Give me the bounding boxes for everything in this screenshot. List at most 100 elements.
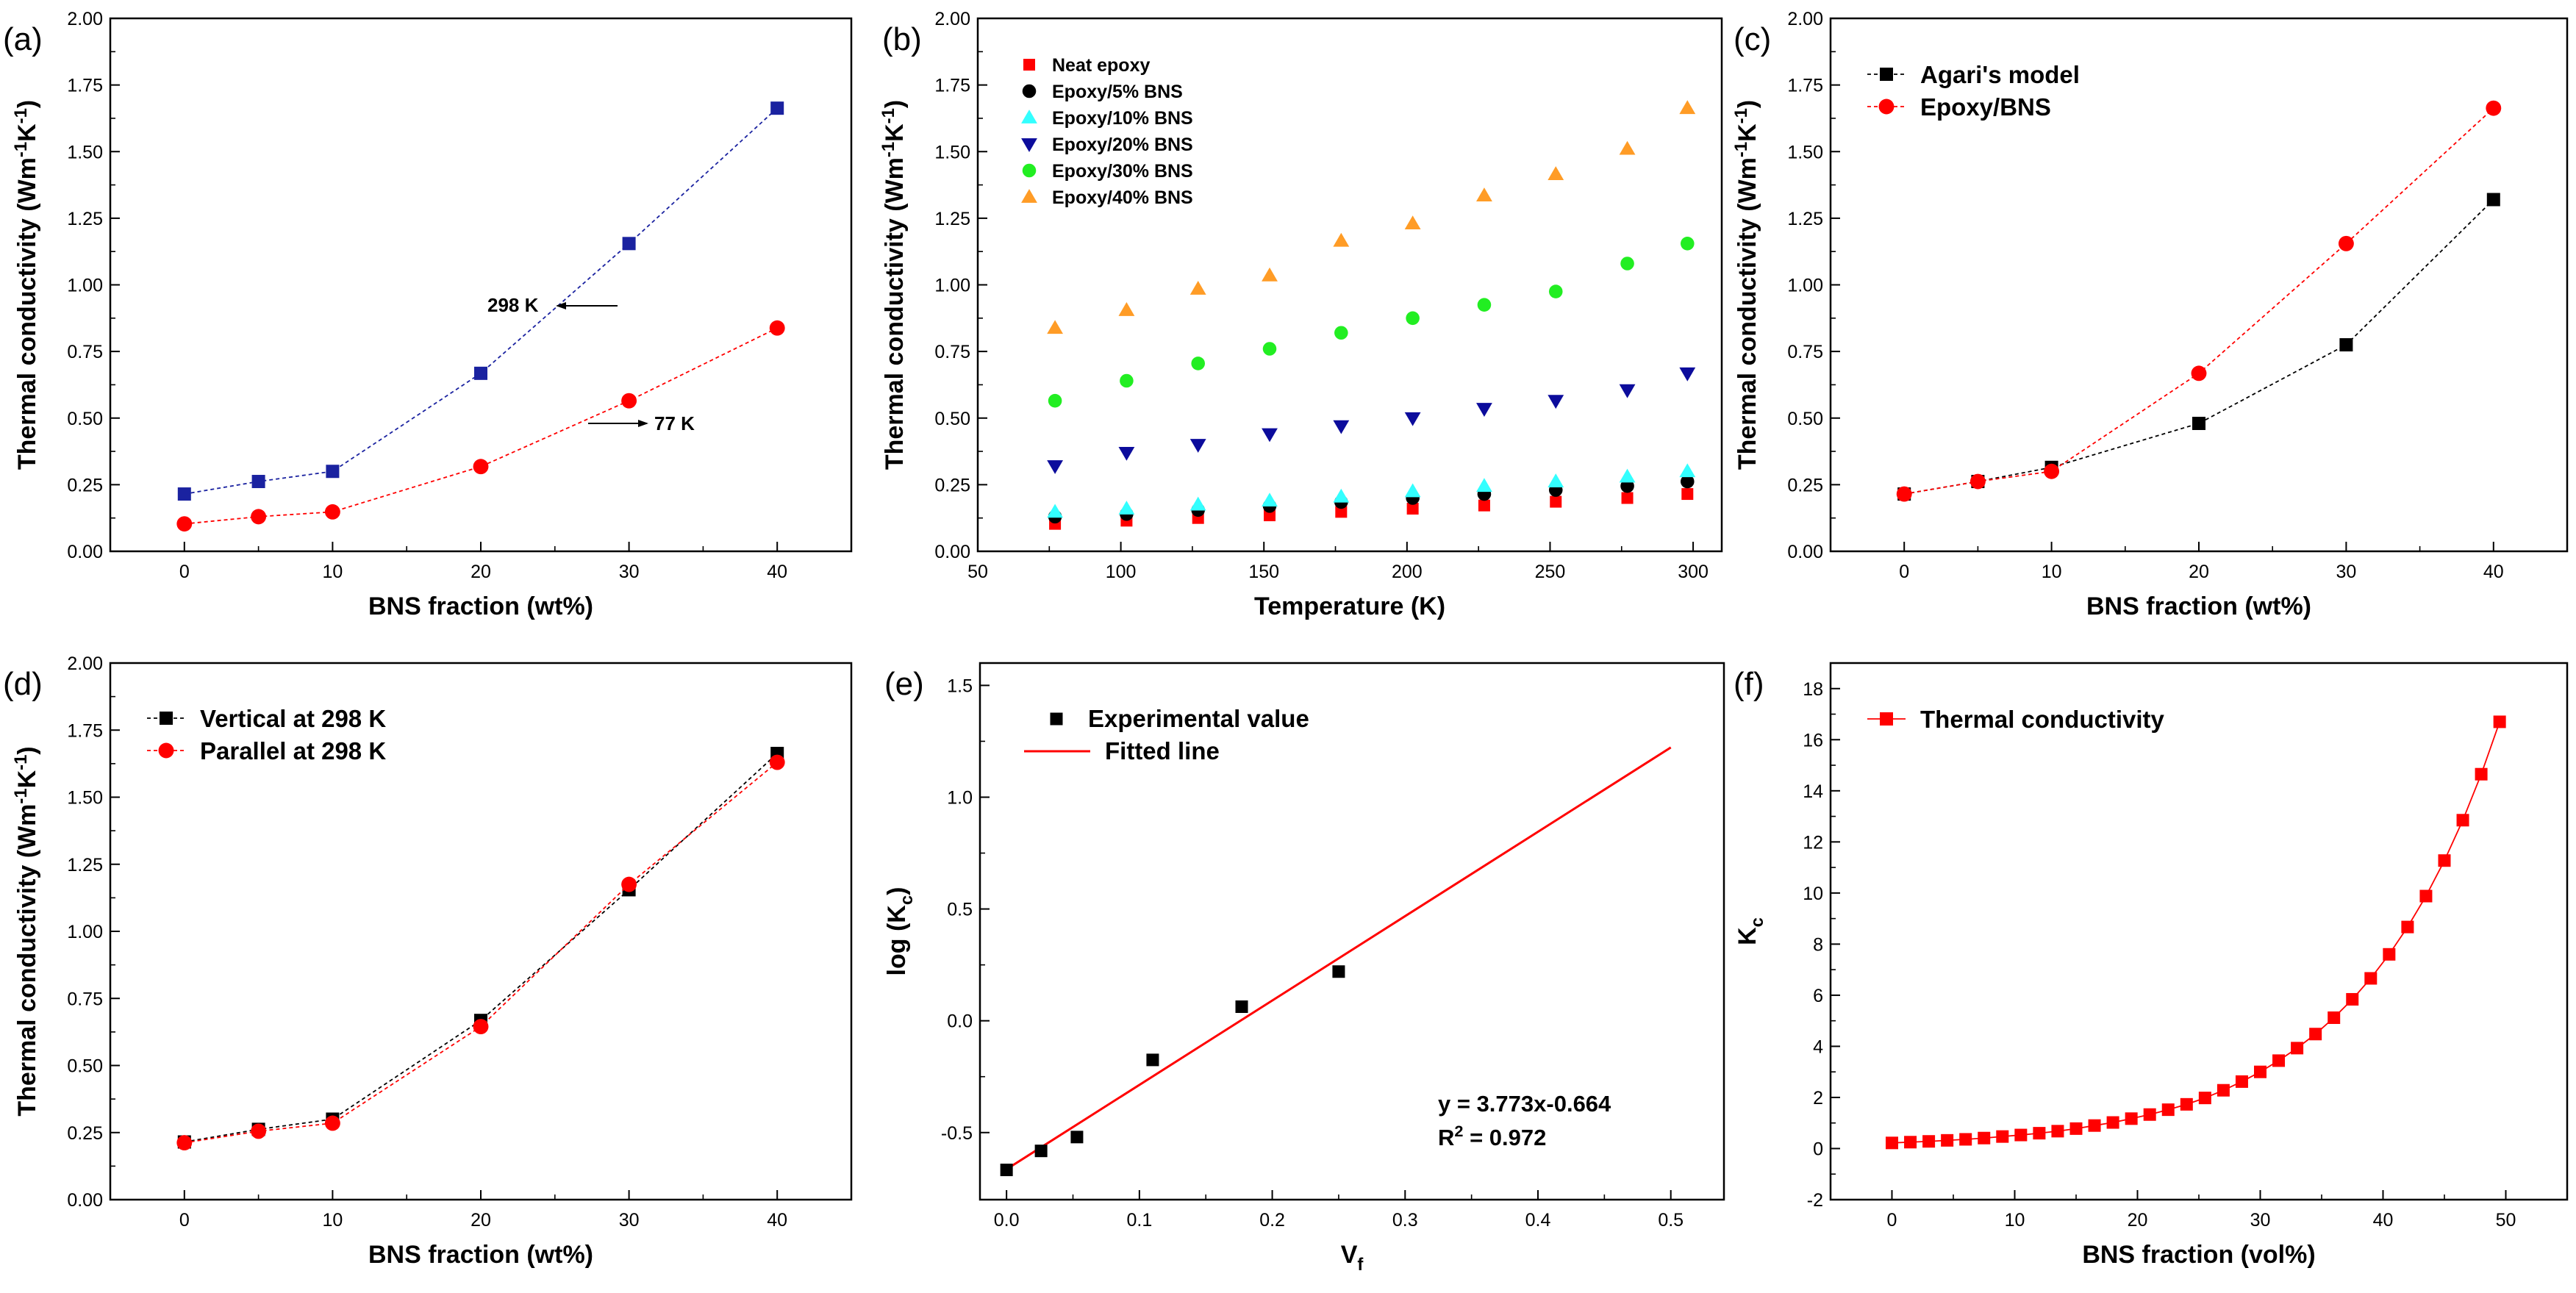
panel-label: (d) (3, 666, 43, 702)
data-point (2438, 854, 2451, 867)
panel-a: (a) 0.00 0.25 0.50 0.75 1.00 1.25 1.50 1.75 2.00 0… (3, 9, 853, 620)
series-line (1904, 107, 2494, 495)
y-tick-label: 0.50 (67, 409, 103, 429)
data-point (2338, 235, 2354, 251)
x-tick-label: 0.0 (994, 1210, 1020, 1231)
data-point (1118, 501, 1135, 515)
y-tick-label: 1.00 (1787, 276, 1823, 296)
x-tick-label: 0 (179, 562, 190, 582)
data-point (1118, 446, 1135, 461)
legend-marker (160, 712, 173, 725)
data-point (2401, 920, 2414, 934)
data-point (2328, 1011, 2341, 1024)
data-point (177, 487, 191, 501)
panel-b: (b) 0.00 0.25 0.50 0.75 1.00 1.25 1.50 1.75 2.00 5… (879, 9, 1723, 620)
legend-marker (1021, 189, 1037, 203)
series-line (1904, 198, 2494, 495)
data-point (1262, 428, 1278, 443)
data-point (1996, 1130, 2009, 1143)
y-tick-label: 14 (1803, 781, 1823, 802)
y-tick-label: 0.75 (1787, 342, 1823, 362)
x-tick-label: 0.5 (1658, 1210, 1684, 1231)
legend-label: Neat epoxy (1052, 55, 1150, 76)
data-point (1189, 281, 1206, 295)
legend-label: Epoxy/40% BNS (1052, 187, 1193, 208)
y-axis-label: Thermal conductivity (Wm-1K-1) (11, 100, 41, 470)
data-point (2486, 100, 2502, 116)
y-tick-label: 1.75 (1787, 76, 1823, 96)
data-point (2180, 1097, 2193, 1111)
data-point (1548, 395, 1564, 409)
data-point (1404, 412, 1421, 426)
data-point (2254, 1065, 2266, 1078)
legend-marker (1880, 712, 1893, 726)
series-epoxy-30-bns: Epoxy/30% BNS (1022, 161, 1695, 408)
data-point (769, 754, 785, 770)
annotation-77k: 77 K (654, 412, 695, 434)
data-point (1941, 1133, 1954, 1147)
data-point (1332, 965, 1345, 978)
data-point (1959, 1133, 1972, 1146)
data-point (1681, 237, 1695, 251)
y-tick-label: 18 (1803, 679, 1823, 700)
data-point (1476, 403, 1492, 417)
y-tick-label: 1.25 (67, 855, 103, 875)
legend-label: Agari's model (1920, 61, 2080, 88)
data-point (2383, 948, 2396, 961)
data-point (770, 101, 784, 115)
legend-marker (1050, 712, 1063, 726)
y-tick-label: 0.75 (934, 342, 970, 362)
data-point (1334, 326, 1348, 340)
x-tick-label: 30 (2250, 1210, 2271, 1231)
data-point (1404, 483, 1421, 498)
y-tick-label: 10 (1803, 884, 1823, 904)
legend-marker (1021, 138, 1037, 152)
data-point (251, 1123, 267, 1139)
data-point (1619, 140, 1636, 155)
x-tick-label: 200 (1392, 562, 1423, 582)
data-point (1679, 463, 1696, 478)
data-point (1548, 284, 1563, 298)
data-point (2272, 1054, 2286, 1067)
x-tick-label: 40 (2373, 1210, 2394, 1231)
y-tick-label: 0.00 (1787, 542, 1823, 562)
legend-marker (158, 742, 174, 759)
series-epoxy-40-bns: Epoxy/40% BNS (1021, 100, 1696, 334)
x-axis-label: BNS fraction (vol%) (2082, 1241, 2315, 1269)
series-vertical-at-298-k: Vertical at 298 K (147, 705, 784, 1149)
panel-f: (f) -2 0 2 4 6 8 10 12 14 16 18 0 10 20 30 40 50 BNS fract… (1734, 662, 2569, 1269)
x-tick-label: 0 (1887, 1210, 1897, 1231)
data-point (769, 320, 785, 336)
y-tick-label: 0.25 (1787, 475, 1823, 495)
y-tick-label: 0.25 (67, 475, 103, 495)
series-parallel-at-298-k: Parallel at 298 K (147, 737, 785, 1151)
data-point (2106, 1116, 2119, 1129)
y-tick-label: 0.25 (67, 1123, 103, 1144)
data-point (1681, 474, 1695, 489)
data-point (1333, 232, 1350, 247)
x-tick-label: 50 (967, 562, 988, 582)
data-point (2217, 1084, 2230, 1097)
data-point (1048, 393, 1062, 408)
legend-label: Epoxy/20% BNS (1052, 135, 1193, 155)
x-tick-label: 40 (2483, 562, 2504, 582)
x-tick-label: 50 (2496, 1210, 2516, 1231)
panel-label: (a) (3, 21, 43, 57)
data-point (1681, 488, 1694, 501)
data-point (2364, 972, 2378, 985)
y-tick-label: 0 (1813, 1139, 1823, 1159)
x-tick-label: 20 (2128, 1210, 2148, 1231)
panel-e: (e) -0.5 0.0 0.5 1.0 1.5 0.0 0.1 0.2 0.3 0.4 0.5 Vf l… (883, 662, 1725, 1275)
y-tick-label: 4 (1813, 1036, 1823, 1057)
y-axis-label: log (Kc) (883, 887, 917, 976)
y-tick-label: 1.25 (1787, 209, 1823, 229)
data-point (622, 237, 636, 251)
fit-r-squared: R2 = 0.972 (1438, 1122, 1546, 1150)
data-point (2419, 889, 2433, 903)
data-point (2291, 1042, 2304, 1055)
x-axis-label: BNS fraction (wt%) (2086, 592, 2311, 620)
data-point (1969, 473, 1986, 490)
y-tick-label: 2 (1813, 1088, 1823, 1108)
series-line (184, 327, 778, 525)
